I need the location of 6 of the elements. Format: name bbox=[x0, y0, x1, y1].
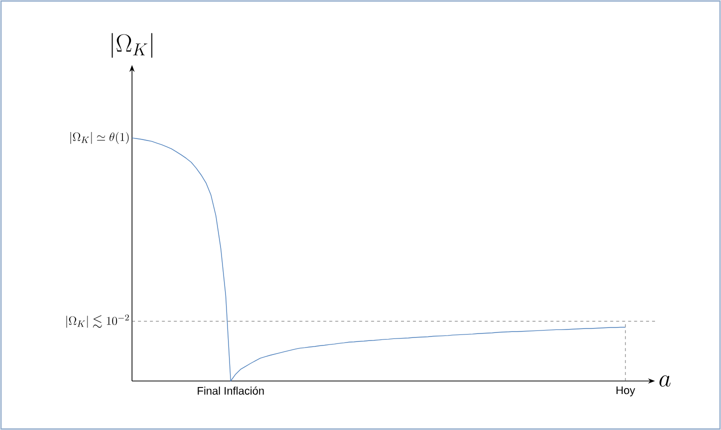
x-tick-label: Hoy bbox=[616, 386, 636, 396]
x-tick-label: Final Inflación bbox=[198, 386, 264, 395]
ref-line-label: $|\Omega_K|\lesssim 10^{-2}$ bbox=[66, 314, 129, 328]
text: $|\Omega_K|$ bbox=[112, 33, 152, 58]
x-axis-title: $a$ bbox=[660, 375, 671, 387]
text: $|\Omega_K|\simeq \theta(1)$ bbox=[70, 132, 129, 144]
